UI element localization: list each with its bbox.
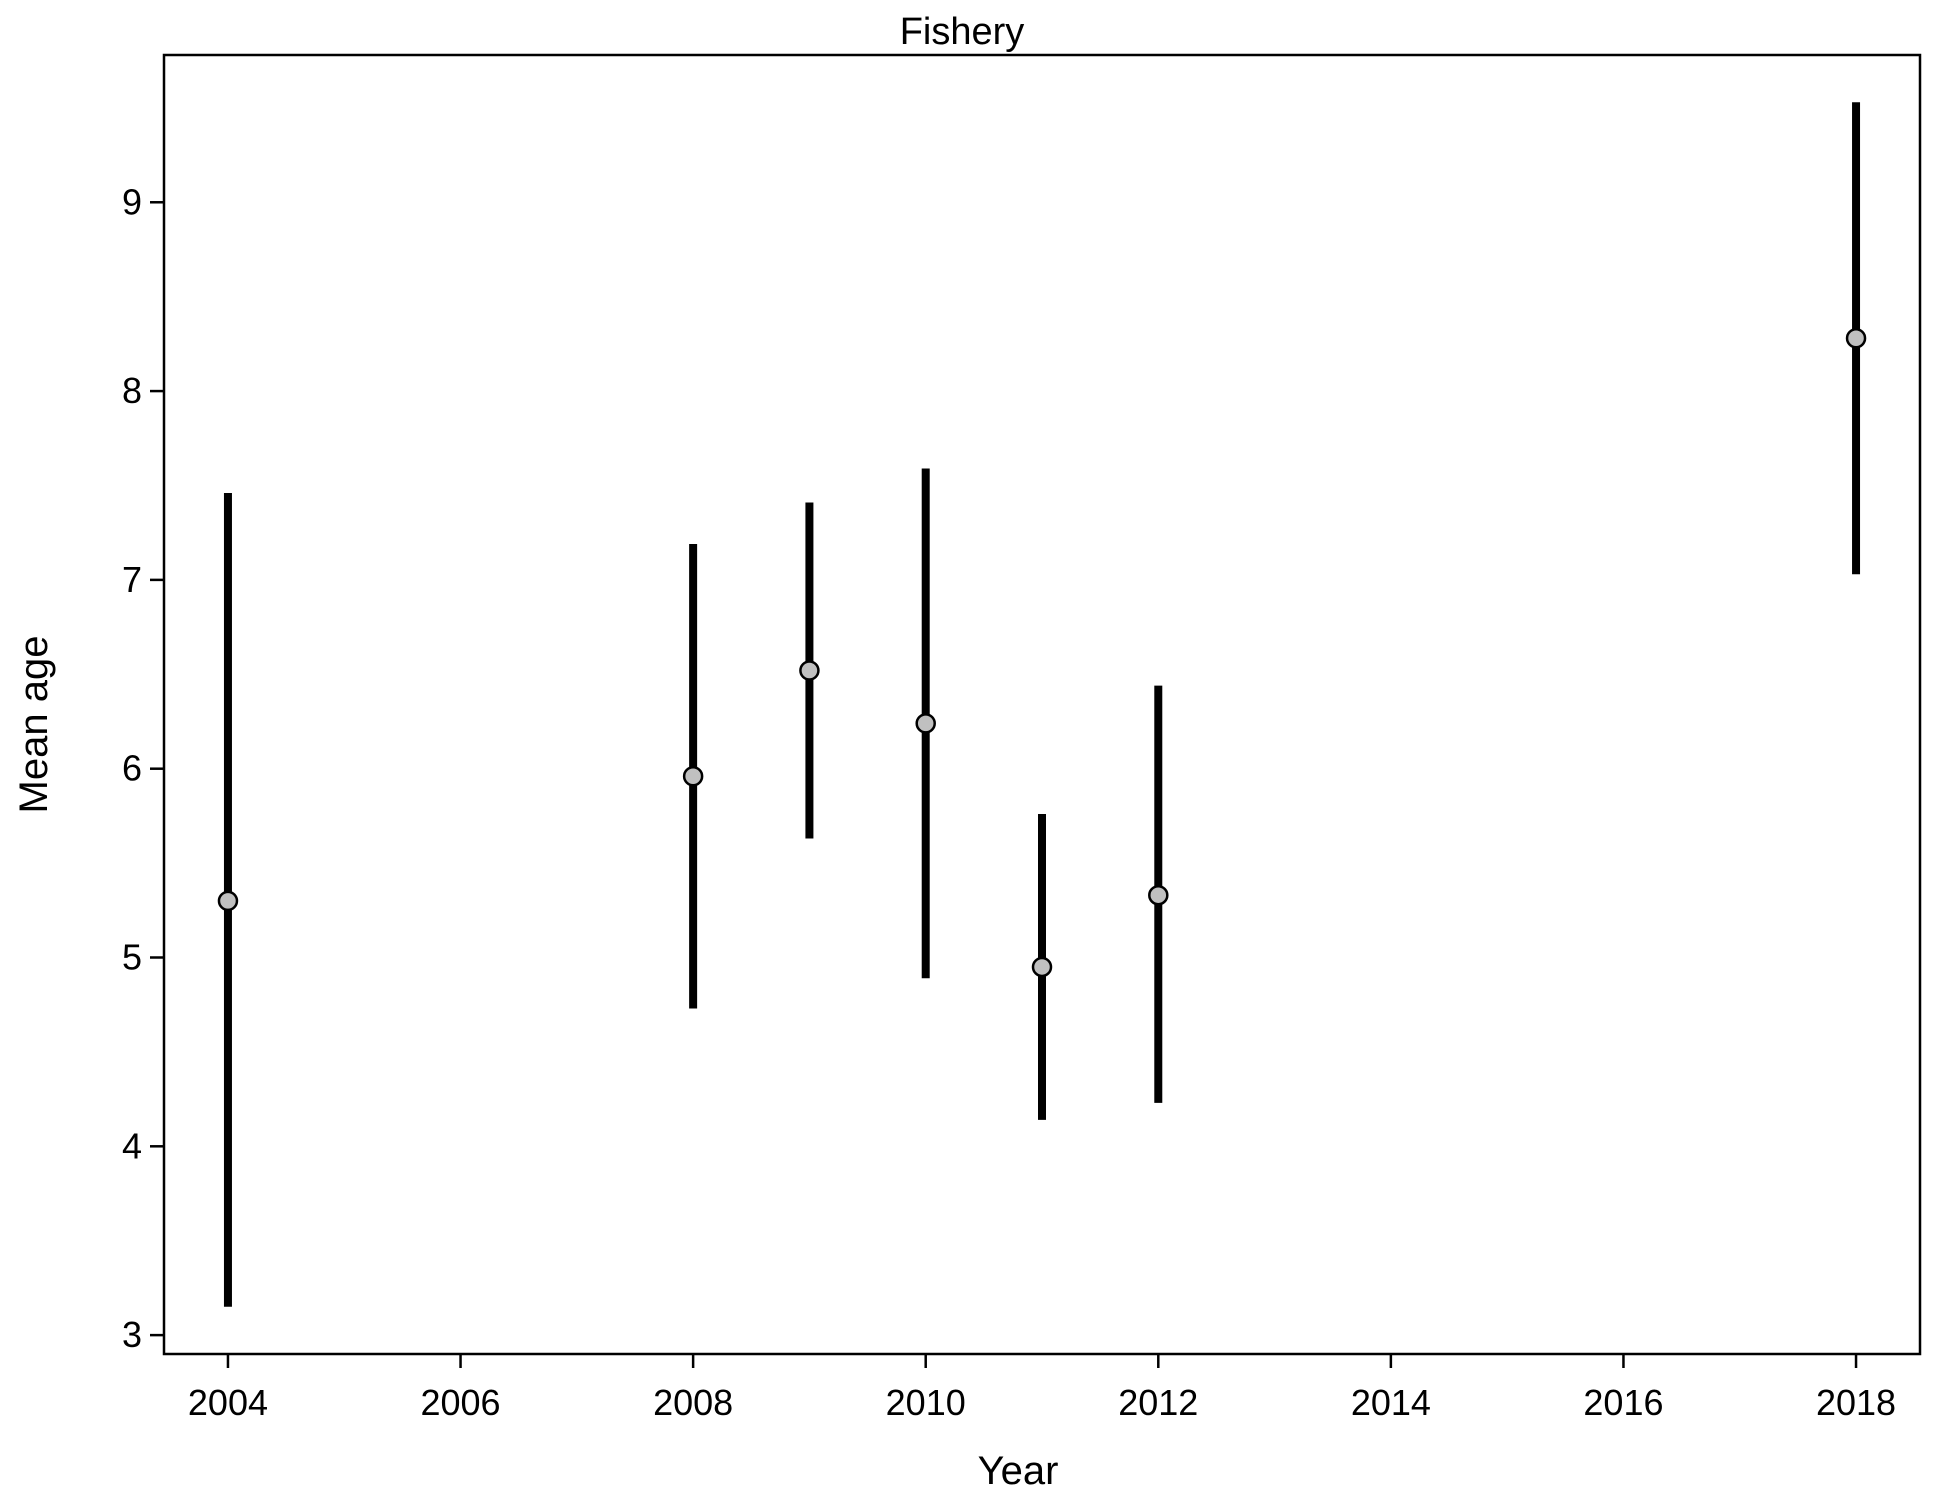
x-tick-label-2014: 2014 — [1351, 1382, 1431, 1423]
data-point-2008 — [682, 765, 704, 787]
data-point-2010 — [915, 713, 936, 734]
x-tick-label-2008: 2008 — [653, 1382, 733, 1423]
x-tick-label-2012: 2012 — [1118, 1382, 1198, 1423]
data-point-2018 — [1845, 327, 1867, 349]
y-tick-label-5: 5 — [122, 937, 142, 978]
x-tick-label-2016: 2016 — [1583, 1382, 1663, 1423]
data-point-2012 — [1148, 884, 1169, 906]
y-tick-label-3: 3 — [122, 1314, 142, 1355]
x-tick-label-2004: 2004 — [188, 1382, 268, 1423]
data-points — [217, 327, 1867, 978]
data-point-2009 — [799, 660, 820, 681]
data-point-2004 — [217, 890, 239, 912]
data-point-2011 — [1031, 956, 1053, 978]
y-tick-label-4: 4 — [122, 1125, 142, 1166]
y-tick-label-6: 6 — [122, 748, 142, 789]
y-axis-title: Mean age — [12, 636, 56, 814]
chart-title: Fishery — [900, 11, 1025, 53]
plot-frame — [162, 53, 1922, 1356]
y-tick-label-7: 7 — [122, 559, 142, 600]
x-tick-label-2018: 2018 — [1816, 1382, 1896, 1423]
y-tick-label-9: 9 — [122, 181, 142, 222]
y-tick-label-8: 8 — [122, 370, 142, 411]
error-bars — [223, 102, 1861, 1307]
x-tick-label-2010: 2010 — [886, 1382, 966, 1423]
x-axis: 2004 2006 2008 2010 2012 2014 2016 2018 — [188, 1354, 1896, 1423]
x-axis-title: Year — [978, 1449, 1059, 1493]
x-tick-label-2006: 2006 — [420, 1382, 500, 1423]
y-axis: 3 4 5 6 7 8 9 — [122, 181, 164, 1355]
